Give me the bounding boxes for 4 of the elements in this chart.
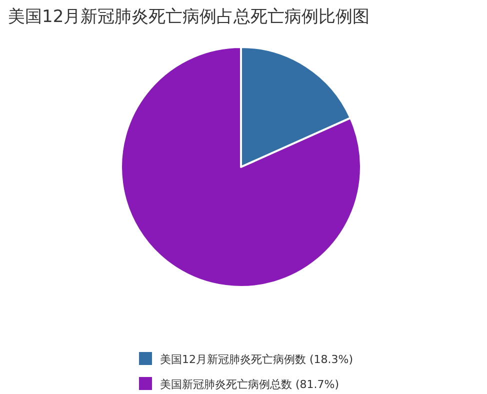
legend-label: 美国新冠肺炎死亡病例总数 (81.7%) (160, 378, 340, 391)
pie-slice (120, 46, 362, 288)
legend-label: 美国12月新冠肺炎死亡病例数 (18.3%) (160, 353, 354, 366)
chart-title: 美国12月新冠肺炎死亡病例占总死亡病例比例图 (8, 7, 370, 27)
